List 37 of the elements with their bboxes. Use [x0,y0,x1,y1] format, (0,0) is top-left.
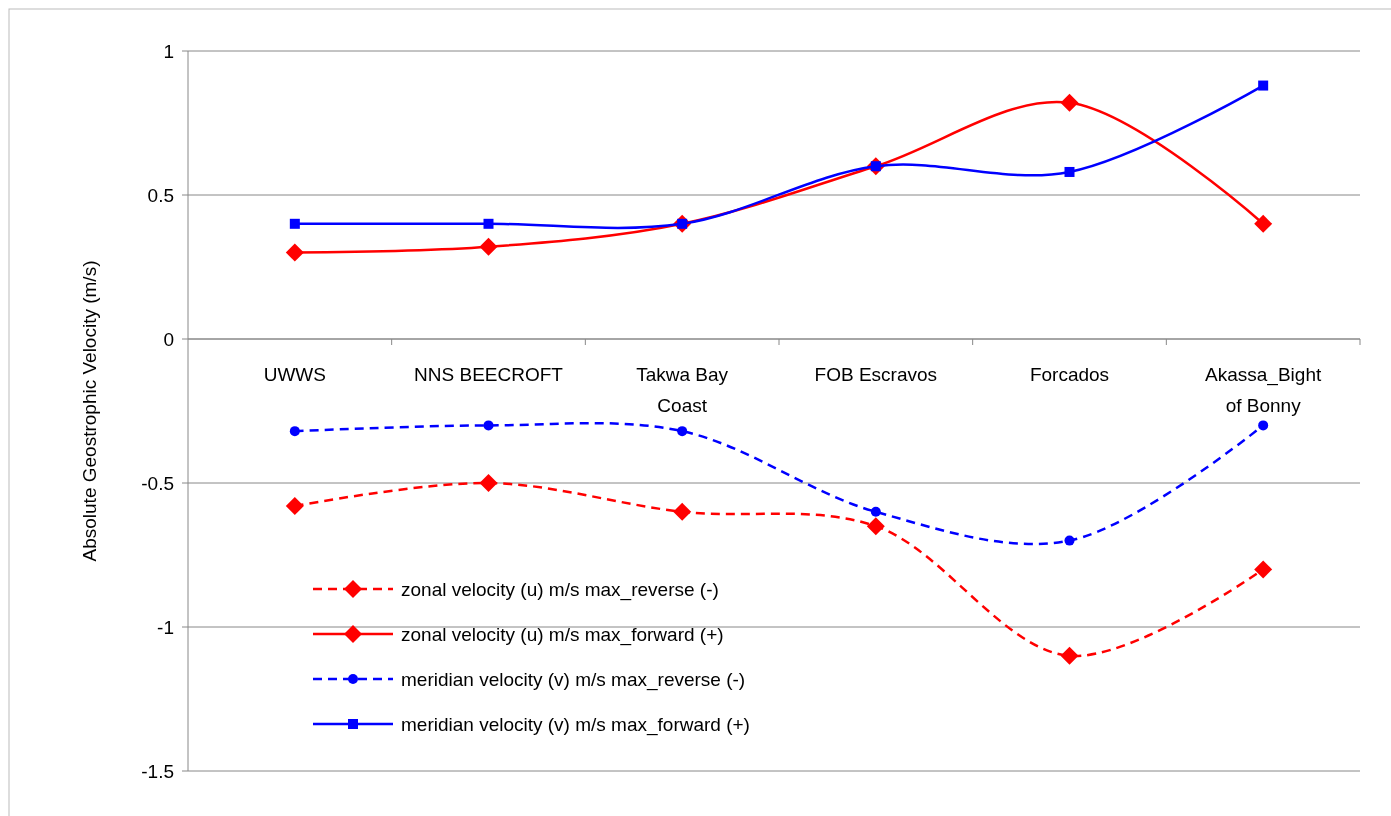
point [289,426,300,437]
point [1064,535,1075,546]
y-tick-label: 0 [163,328,174,350]
point [483,420,494,431]
point [1064,166,1075,177]
y-tick-label: -0.5 [141,472,174,494]
y-tick-label: 1 [163,40,174,62]
x-tick-label: Takwa Bay Coast [636,364,729,416]
y-tick-label: 0.5 [147,184,174,206]
x-tick-label: UWWS [263,364,326,385]
point [285,243,304,262]
point [1254,214,1273,233]
point [285,497,304,516]
x-tick-label: Akassa_Bight of Bonny [1205,364,1322,416]
point [673,502,692,521]
point [1258,420,1269,431]
point [479,237,498,256]
point [870,506,881,517]
point [483,218,494,229]
x-tick-label: FOB Escravos [814,364,938,385]
x-tick-label: Forcados [1029,364,1110,385]
legend-label: meridian velocity (v) m/s max_reverse (-) [401,668,746,691]
point [289,218,300,229]
y-tick-label: -1.5 [141,760,174,782]
legend-label: zonal velocity (u) m/s max_forward (+) [401,623,724,646]
point [1254,560,1273,579]
point [866,517,885,536]
point [1060,646,1079,665]
point [1060,93,1079,112]
y-axis-title: Absolute Geostrophic Velocity (m/s) [79,260,100,562]
point [677,426,688,437]
legend-label: meridian velocity (v) m/s max_forward (+) [401,713,750,736]
point [479,474,498,492]
legend-label: zonal velocity (u) m/s max_reverse (-) [401,578,719,601]
y-tick-label: -1 [157,616,174,638]
point [1258,80,1269,91]
x-tick-label: NNS BEECROFT [414,364,564,385]
